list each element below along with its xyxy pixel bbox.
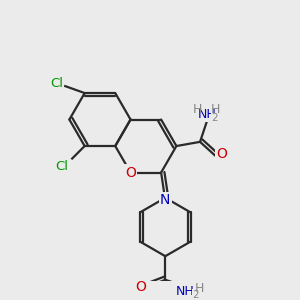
Text: 2: 2 (212, 113, 218, 123)
Text: O: O (125, 166, 136, 179)
Text: O: O (136, 280, 146, 294)
Text: H: H (211, 103, 220, 116)
Text: H: H (194, 282, 204, 295)
Text: 2: 2 (193, 290, 199, 299)
Text: N: N (160, 193, 170, 207)
Text: H: H (193, 103, 202, 116)
Text: Cl: Cl (50, 77, 63, 90)
Text: Cl: Cl (56, 160, 68, 173)
Text: NH: NH (198, 108, 216, 122)
Text: O: O (216, 147, 227, 161)
Text: NH: NH (176, 285, 195, 298)
